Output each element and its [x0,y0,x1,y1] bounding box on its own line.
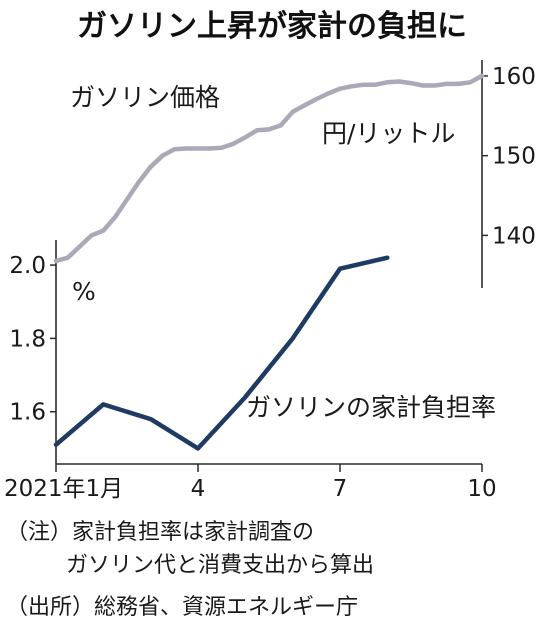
x-tick-label: 7 [333,476,348,502]
note-line-3: （出所）総務省、資源エネルギー庁 [6,595,358,620]
x-tick-label: 10 [467,476,496,502]
x-ticks: 2021年1月 4 7 10 [4,464,497,502]
left-axis-unit-label: % [72,277,96,306]
y-right-tick-label: 140 [492,223,536,249]
series-group [53,73,485,451]
note-line-1: （注）家計負担率は家計調査の [6,520,314,545]
series-line-burden-rate [53,255,390,451]
series-label-gasoline-price: ガソリン価格 [70,83,220,112]
x-tick-label: 2021年1月 [4,476,123,502]
y-right-tick-label: 150 [492,144,536,170]
y-left-tick-label: 1.6 [9,400,46,426]
y-left-ticks: 1.6 1.8 2.0 [9,253,56,426]
y-right-tick-label: 160 [492,64,536,90]
series-label-burden-rate: ガソリンの家計負担率 [246,393,496,422]
y-left-tick-label: 2.0 [9,253,46,279]
y-right-ticks: 140 150 160 [482,64,536,249]
chart-title: ガソリン上昇が家計の負担に [77,9,467,44]
axes [55,60,483,465]
x-tick-label: 4 [191,476,206,502]
right-axis-unit-label: 円/リットル [322,119,455,148]
series-line-gasoline-price [53,73,485,264]
note-line-2: ガソリン代と消費支出から算出 [66,553,374,578]
y-left-tick-label: 1.8 [9,326,46,352]
